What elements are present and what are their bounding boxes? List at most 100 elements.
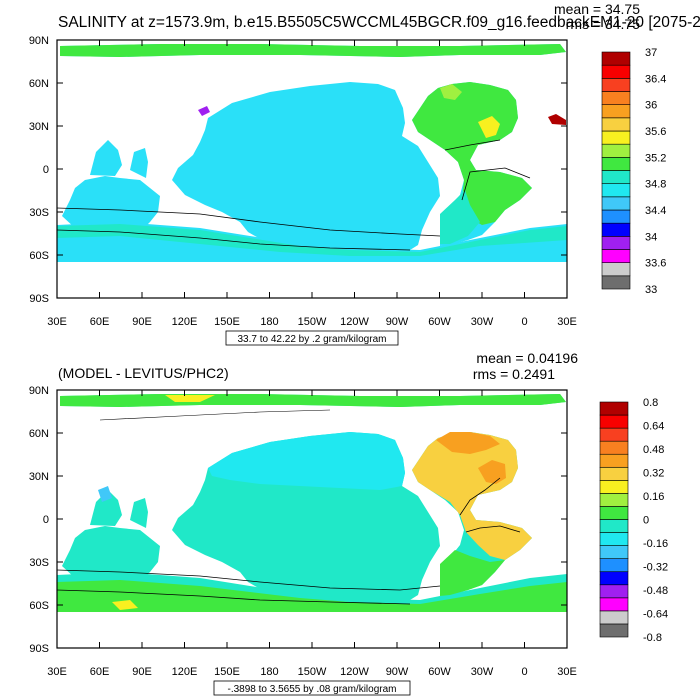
colorbar-label: 34.4 <box>645 205 666 217</box>
colorbar-label: 35.2 <box>645 152 666 164</box>
colorbar-swatch <box>601 51 631 66</box>
top-mean: mean = 34.75 <box>554 1 640 17</box>
top-region-sea-of-japan <box>198 106 210 116</box>
y-tick-label: 30S <box>29 207 49 219</box>
x-tick-label: 90W <box>386 666 409 678</box>
bottom-region-labrador <box>436 432 500 454</box>
colorbar-swatch <box>599 506 629 520</box>
top-region-mediterranean-outflow <box>478 116 500 138</box>
x-tick-label: 150W <box>298 666 327 678</box>
top-region-south-atlantic <box>440 190 480 244</box>
bottom-region-southern-ocean <box>57 580 567 612</box>
bottom-contour-line <box>57 589 411 605</box>
top-map <box>57 40 567 298</box>
y-tick-label: 90N <box>29 35 49 47</box>
top-title: SALINITY at z=1573.9m, b.e15.B5505C5WCCM… <box>58 14 700 31</box>
top-contour-line <box>444 139 501 151</box>
colorbar-swatch <box>601 130 631 145</box>
y-tick-label: 60N <box>29 78 49 90</box>
bottom-contour-line <box>459 477 501 516</box>
top-contour-info: 33.7 to 42.22 by .2 gram/kilogram <box>238 334 387 345</box>
colorbar-swatch <box>601 117 631 132</box>
colorbar-label: 34 <box>645 231 657 243</box>
bottom-contour-line <box>99 409 331 421</box>
colorbar-swatch <box>599 493 629 507</box>
x-tick-label: 90W <box>386 316 409 328</box>
bottom-region-mediterranean-outflow <box>478 460 506 484</box>
top-colorbar: 33 33.6 34 34.4 34.8 35.2 35.6 36 36.4 37 <box>601 47 666 296</box>
colorbar-swatch <box>601 249 631 263</box>
colorbar-swatch <box>599 610 629 625</box>
colorbar-swatch <box>601 183 631 198</box>
bottom-contour-info: -.3898 to 3.5655 by .08 gram/kilogram <box>228 684 397 695</box>
top-panel: SALINITY at z=1573.9m, b.e15.B5505C5WCCM… <box>29 1 700 346</box>
top-contour-line <box>57 229 411 251</box>
x-tick-label: 90E <box>132 666 152 678</box>
colorbar-label: 0.16 <box>643 491 664 503</box>
colorbar-label: 37 <box>645 47 657 59</box>
colorbar-label: 36 <box>645 100 657 112</box>
x-tick-label: 120W <box>340 316 369 328</box>
x-tick-label: 30W <box>471 316 494 328</box>
colorbar-label: 33 <box>645 284 657 296</box>
x-tick-label: 180 <box>260 666 278 678</box>
x-tick-label: 60W <box>428 666 451 678</box>
top-region-labrador <box>440 84 462 100</box>
colorbar-swatch <box>599 453 629 468</box>
top-contour-line <box>461 167 531 201</box>
top-region-north-atlantic <box>412 82 532 225</box>
colorbar-swatch <box>601 222 631 237</box>
x-tick-label: 120E <box>172 316 198 328</box>
x-tick-label: 30E <box>557 316 577 328</box>
x-tick-label: 150E <box>214 316 240 328</box>
colorbar-swatch <box>599 440 629 455</box>
y-tick-label: 30N <box>29 471 49 483</box>
top-contour-line <box>57 207 441 237</box>
top-contour-info-box <box>225 330 399 346</box>
x-tick-label: 30E <box>47 316 67 328</box>
bottom-x-axis: 30E 60E 90E 120E 150E 180 150W 120W 90W 60W 30W 0 30… <box>47 390 577 678</box>
bottom-contour-line <box>57 569 441 591</box>
colorbar-swatch <box>601 91 631 105</box>
colorbar-swatch <box>599 519 629 533</box>
y-tick-label: 30N <box>29 121 49 133</box>
colorbar-swatch <box>599 401 629 416</box>
y-tick-label: 90S <box>29 643 49 655</box>
colorbar-swatch <box>599 532 629 546</box>
y-tick-label: 90S <box>29 293 49 305</box>
colorbar-label: -0.64 <box>643 609 668 621</box>
colorbar-swatch <box>601 64 631 79</box>
colorbar-swatch <box>601 209 631 224</box>
colorbar-label: 36.4 <box>645 73 666 85</box>
colorbar-swatch <box>599 571 629 586</box>
colorbar-label: 0.32 <box>643 468 664 480</box>
colorbar-swatch <box>601 170 631 184</box>
colorbar-swatch <box>601 262 631 277</box>
colorbar-swatch <box>599 414 629 429</box>
colorbar-label: 0.48 <box>643 444 664 456</box>
colorbar-label: 35.6 <box>645 126 666 138</box>
top-x-axis: 30E 60E 90E 120E 150E 180 150W 120W 90W 60W 30W 0 30… <box>47 40 577 328</box>
bottom-region-south-yellow <box>112 600 138 610</box>
x-tick-label: 60E <box>90 666 110 678</box>
x-tick-label: 120W <box>340 666 369 678</box>
colorbar-swatch <box>599 466 629 481</box>
bottom-panel: (MODEL - LEVITUS/PHC2) mean = 0.04196 rm… <box>29 350 668 696</box>
colorbar-label: -0.32 <box>643 562 668 574</box>
colorbar-swatch <box>599 558 629 573</box>
colorbar-swatch <box>601 236 631 250</box>
bottom-title: (MODEL - LEVITUS/PHC2) <box>58 365 229 381</box>
top-region-mediterranean <box>548 114 566 125</box>
colorbar-swatch <box>599 623 629 638</box>
x-tick-label: 0 <box>521 316 527 328</box>
bottom-region-south-atlantic <box>440 550 505 596</box>
colorbar-swatch <box>599 584 629 599</box>
colorbar-swatch <box>601 196 631 211</box>
y-tick-label: 30S <box>29 557 49 569</box>
bottom-mean: mean = 0.04196 <box>476 350 578 366</box>
bottom-map <box>57 390 567 648</box>
y-tick-label: 0 <box>43 164 49 176</box>
x-tick-label: 30E <box>47 666 67 678</box>
y-tick-label: 90N <box>29 385 49 397</box>
